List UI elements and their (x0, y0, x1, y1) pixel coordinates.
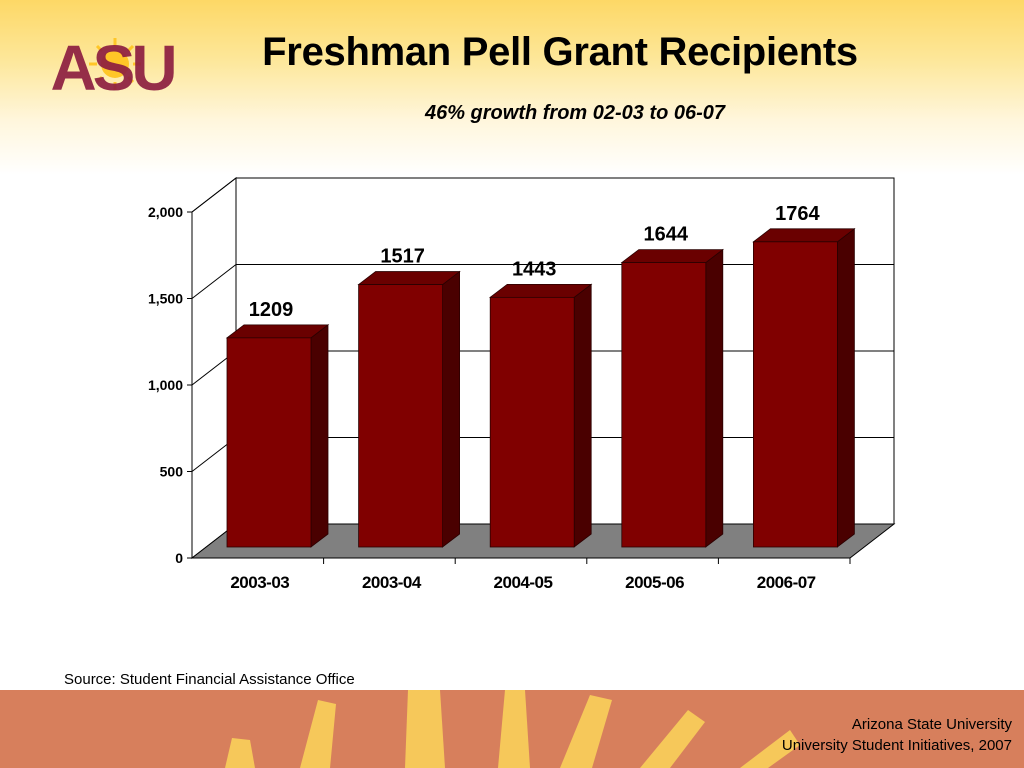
bar-2005-06 (620, 248, 724, 548)
data-label: 1517 (380, 246, 425, 268)
x-tick-label: 2003-03 (230, 573, 289, 592)
y-tick-label: 1,000 (148, 377, 183, 393)
data-label: 1764 (775, 203, 820, 225)
sun-icon (89, 38, 141, 90)
data-label: 1209 (249, 299, 294, 321)
sun-rays-decoration (225, 690, 800, 768)
bar-side (837, 228, 855, 548)
page-subtitle: 46% growth from 02-03 to 06-07 (424, 102, 726, 124)
y-tick-label: 2,000 (148, 204, 183, 220)
bar-top (752, 228, 856, 243)
logo-wordmark: ASU (50, 32, 174, 98)
y-tick-label: 500 (160, 464, 184, 480)
gridline-side (191, 177, 237, 213)
bar-top (357, 271, 461, 285)
source-note: Source: Student Financial Assistance Off… (64, 671, 355, 688)
footer-band: Arizona State University University Stud… (0, 690, 1024, 768)
x-tick-label: 2003-04 (362, 573, 422, 592)
data-label: 1644 (644, 224, 689, 246)
x-tick-label: 2004-05 (494, 573, 553, 592)
asu-logo: ASU (50, 32, 178, 98)
bar-2003-04 (357, 270, 461, 548)
y-tick-label: 1,500 (148, 291, 183, 307)
footer-credits: Arizona State University University Stud… (782, 714, 1012, 756)
bar-chart: 0 500 1,000 1,500 2,000 1209 2003-03 1517 2003-0… (148, 176, 896, 592)
bar-front (753, 241, 838, 548)
bar-front (358, 284, 444, 548)
x-tick-label: 2006-07 (757, 573, 816, 592)
bar-side (705, 248, 724, 548)
bar-side (573, 283, 592, 548)
page-title: Freshman Pell Grant Recipients (262, 30, 858, 74)
y-tick-label: 0 (175, 550, 183, 566)
bar-front (489, 296, 575, 548)
bar-2004-05 (489, 283, 593, 548)
x-tick-label: 2005-06 (625, 573, 684, 592)
bar-side (310, 324, 329, 548)
bar-side (442, 270, 461, 548)
bar-2003-03 (225, 324, 330, 548)
footer-line-2: University Student Initiatives, 2007 (781, 737, 1012, 754)
bar-top (225, 324, 330, 339)
bar-top (489, 283, 593, 298)
bar-front (621, 262, 707, 548)
footer-line-1: Arizona State University (851, 716, 1012, 733)
data-label: 1443 (512, 258, 557, 280)
gridline-side (191, 264, 237, 299)
bar-2006-07 (752, 228, 856, 548)
bar-front (226, 337, 312, 548)
bar-top (620, 249, 724, 263)
